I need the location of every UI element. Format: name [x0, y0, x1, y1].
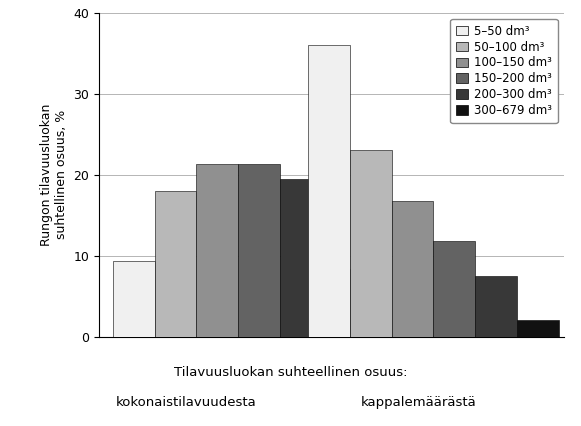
Bar	[308, 45, 350, 337]
Bar	[238, 164, 280, 337]
Bar	[475, 276, 517, 337]
Y-axis label: Rungon tilavuusluokan
suhtellinen osuus, %: Rungon tilavuusluokan suhtellinen osuus,…	[40, 104, 67, 246]
Bar	[113, 261, 155, 337]
Bar	[155, 191, 196, 337]
Bar	[517, 320, 559, 337]
Text: Tilavuusluokan suhteellinen osuus:: Tilavuusluokan suhteellinen osuus:	[174, 366, 407, 380]
Bar	[196, 164, 238, 337]
Bar	[433, 241, 475, 337]
Text: kappalemäärästä: kappalemäärästä	[360, 396, 476, 409]
Text: kokonaistilavuudesta: kokonaistilavuudesta	[116, 396, 256, 409]
Bar	[322, 269, 364, 337]
Bar	[392, 201, 433, 337]
Bar	[280, 179, 322, 337]
Bar	[350, 150, 392, 337]
Legend: 5–50 dm³, 50–100 dm³, 100–150 dm³, 150–200 dm³, 200–300 dm³, 300–679 dm³: 5–50 dm³, 50–100 dm³, 100–150 dm³, 150–2…	[450, 19, 558, 123]
